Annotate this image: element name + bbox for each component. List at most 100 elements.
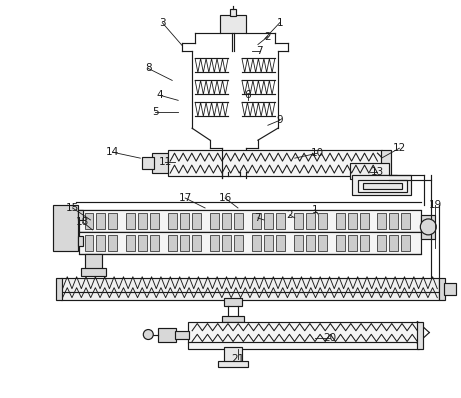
- Bar: [108, 213, 118, 229]
- Text: 8: 8: [145, 63, 152, 74]
- Bar: [222, 316, 244, 322]
- Bar: [168, 150, 383, 176]
- Bar: [150, 235, 159, 251]
- Bar: [78, 210, 421, 232]
- Bar: [276, 213, 285, 229]
- Bar: [60, 292, 439, 300]
- Bar: [358, 180, 408, 192]
- Text: 16: 16: [219, 193, 231, 203]
- Bar: [222, 235, 231, 251]
- Bar: [224, 347, 242, 363]
- Bar: [96, 213, 106, 229]
- Bar: [220, 15, 246, 33]
- Bar: [84, 254, 102, 270]
- Text: 14: 14: [106, 147, 119, 157]
- Bar: [421, 215, 435, 239]
- Text: 7: 7: [254, 213, 261, 223]
- Bar: [276, 235, 285, 251]
- Bar: [56, 278, 62, 300]
- Bar: [367, 175, 397, 187]
- Text: 5: 5: [152, 107, 159, 117]
- Bar: [318, 213, 327, 229]
- Bar: [77, 236, 83, 246]
- Bar: [175, 331, 189, 339]
- Bar: [180, 213, 189, 229]
- Bar: [349, 163, 390, 179]
- Bar: [390, 213, 398, 229]
- Bar: [188, 322, 420, 343]
- Bar: [96, 235, 106, 251]
- Bar: [306, 235, 315, 251]
- Bar: [53, 205, 77, 251]
- Text: 17: 17: [178, 193, 192, 203]
- Bar: [294, 213, 303, 229]
- Bar: [126, 235, 136, 251]
- Bar: [222, 213, 231, 229]
- Bar: [264, 235, 273, 251]
- Text: 2: 2: [286, 210, 293, 220]
- Circle shape: [143, 330, 153, 339]
- Bar: [336, 213, 345, 229]
- Bar: [230, 9, 236, 16]
- Bar: [81, 268, 106, 276]
- Text: 3: 3: [159, 18, 165, 27]
- Bar: [294, 235, 303, 251]
- Text: 7: 7: [257, 45, 263, 55]
- Bar: [378, 235, 386, 251]
- Bar: [84, 235, 94, 251]
- Text: 13: 13: [371, 167, 384, 177]
- Circle shape: [420, 219, 436, 235]
- Text: 1: 1: [311, 205, 318, 215]
- Bar: [210, 213, 219, 229]
- Bar: [168, 213, 177, 229]
- Bar: [402, 235, 410, 251]
- Bar: [138, 235, 148, 251]
- Bar: [218, 361, 248, 367]
- Bar: [77, 210, 83, 220]
- Bar: [192, 213, 201, 229]
- Bar: [234, 213, 243, 229]
- Bar: [210, 235, 219, 251]
- Text: 2: 2: [265, 31, 271, 41]
- Bar: [352, 175, 411, 195]
- Bar: [381, 150, 391, 176]
- Text: 10: 10: [311, 148, 324, 158]
- Bar: [264, 213, 273, 229]
- Bar: [78, 232, 421, 254]
- Bar: [348, 213, 356, 229]
- Text: 15: 15: [66, 203, 79, 213]
- Bar: [439, 278, 445, 300]
- Bar: [192, 235, 201, 251]
- Bar: [150, 213, 159, 229]
- Bar: [158, 328, 176, 341]
- Bar: [180, 235, 189, 251]
- Bar: [60, 278, 439, 294]
- Text: 9: 9: [277, 115, 283, 125]
- Bar: [336, 235, 345, 251]
- Bar: [362, 183, 402, 189]
- Bar: [348, 235, 356, 251]
- Bar: [168, 235, 177, 251]
- Bar: [84, 213, 94, 229]
- Bar: [252, 235, 261, 251]
- Bar: [318, 235, 327, 251]
- Bar: [188, 341, 420, 349]
- Bar: [402, 213, 410, 229]
- Bar: [360, 213, 368, 229]
- Bar: [138, 213, 148, 229]
- Text: 11: 11: [159, 157, 172, 167]
- Text: 19: 19: [429, 200, 442, 210]
- Bar: [390, 235, 398, 251]
- Bar: [417, 322, 423, 349]
- Bar: [234, 235, 243, 251]
- Text: 1: 1: [277, 18, 283, 27]
- Bar: [444, 283, 456, 295]
- Bar: [152, 153, 174, 173]
- Bar: [126, 213, 136, 229]
- Text: 21: 21: [231, 355, 245, 365]
- Text: 6: 6: [245, 90, 251, 100]
- Text: 12: 12: [393, 143, 406, 153]
- Bar: [252, 213, 261, 229]
- Text: 18: 18: [76, 217, 89, 227]
- Text: 20: 20: [323, 332, 336, 343]
